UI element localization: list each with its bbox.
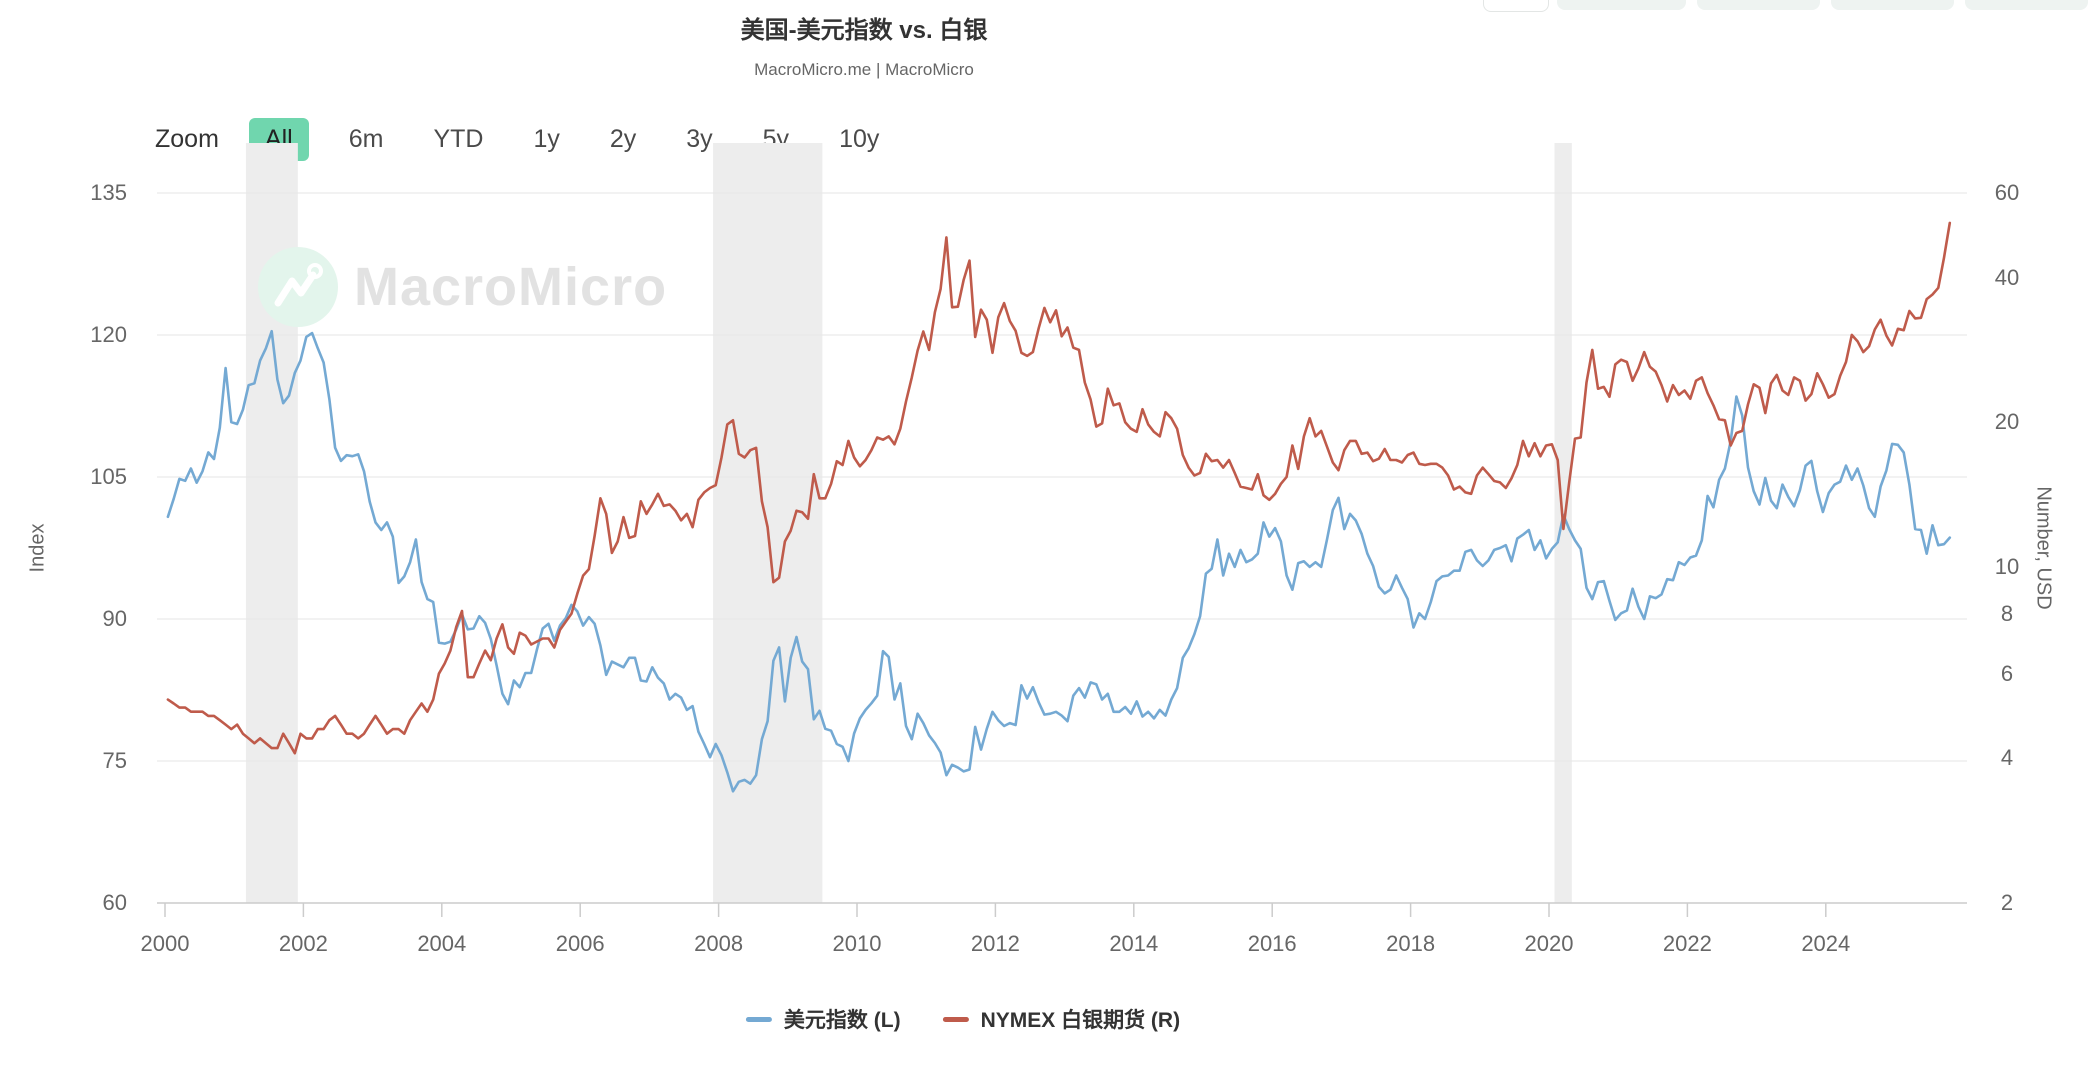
page-title: 美国-美元指数 vs. 白银 (740, 17, 988, 44)
y-left-tick-120: 120 (90, 322, 127, 347)
chart-subtitle: MacroMicro.me | MacroMicro (754, 60, 974, 79)
zoom-range-button-6m[interactable]: 6m (348, 125, 384, 153)
legend-label: NYMEX 白银期货 (R) (980, 1009, 1181, 1032)
y-left-tick-60: 60 (102, 890, 127, 915)
x-tick-label-2022: 2022 (1662, 931, 1712, 956)
y-right-tick-40: 40 (1994, 264, 2020, 290)
y-left-tick-75: 75 (102, 748, 127, 773)
legend-dash-icon (745, 1016, 772, 1022)
y-axis-right-title: Number, USD (2032, 486, 2055, 610)
x-tick-label-2002: 2002 (278, 931, 328, 956)
zoom-label: Zoom (155, 125, 219, 153)
legend-dash-icon (942, 1016, 969, 1022)
y-right-tick-10: 10 (1994, 554, 2020, 580)
zoom-range-button-1y[interactable]: 1y (533, 125, 560, 153)
x-tick-label-2020: 2020 (1524, 931, 1574, 956)
x-tick-label-2008: 2008 (694, 931, 744, 956)
x-tick-label-2000: 2000 (140, 931, 190, 956)
zoom-range-button-3y[interactable]: 3y (686, 125, 713, 153)
y-axis-left-title: Index (26, 523, 49, 573)
y-right-tick-8: 8 (2000, 600, 2014, 626)
toolbar-button-2[interactable] (1557, 0, 1686, 10)
legend-item-silver-futures[interactable]: NYMEX 白银期货 (R) (942, 1004, 1181, 1034)
x-tick-label-2016: 2016 (1247, 931, 1297, 956)
plot-area[interactable] (157, 143, 1967, 903)
x-tick-label-2014: 2014 (1109, 931, 1159, 956)
x-tick-label-2004: 2004 (417, 931, 467, 956)
x-tick-label-2006: 2006 (555, 931, 605, 956)
toolbar-button-1[interactable] (1483, 0, 1549, 12)
zoom-range-button-10y[interactable]: 10y (839, 125, 880, 153)
legend-item-dollar-index[interactable]: 美元指数 (L) (745, 1004, 901, 1034)
y-right-tick-20: 20 (1994, 409, 2020, 435)
toolbar-button-3[interactable] (1697, 0, 1820, 10)
x-tick-label-2010: 2010 (832, 931, 882, 956)
y-left-tick-90: 90 (102, 606, 127, 631)
y-left-tick-135: 135 (90, 180, 127, 205)
zoom-range-button-ytd[interactable]: YTD (433, 125, 484, 153)
x-tick-label-2024: 2024 (1801, 931, 1851, 956)
toolbar-button-5[interactable] (1965, 0, 2088, 10)
legend: 美元指数 (L) NYMEX 白银期货 (R) (745, 1004, 1181, 1034)
zoom-range-button-2y[interactable]: 2y (609, 125, 637, 153)
y-right-tick-60: 60 (1994, 180, 2020, 205)
x-tick-label-2012: 2012 (970, 931, 1020, 956)
y-right-tick-2: 2 (2000, 890, 2014, 915)
toolbar-button-4[interactable] (1831, 0, 1954, 10)
y-right-tick-4: 4 (2000, 745, 2014, 771)
y-left-tick-105: 105 (90, 464, 127, 489)
y-right-tick-6: 6 (2000, 660, 2014, 686)
x-tick-label-2018: 2018 (1386, 931, 1436, 956)
legend-label: 美元指数 (L) (783, 1009, 901, 1032)
